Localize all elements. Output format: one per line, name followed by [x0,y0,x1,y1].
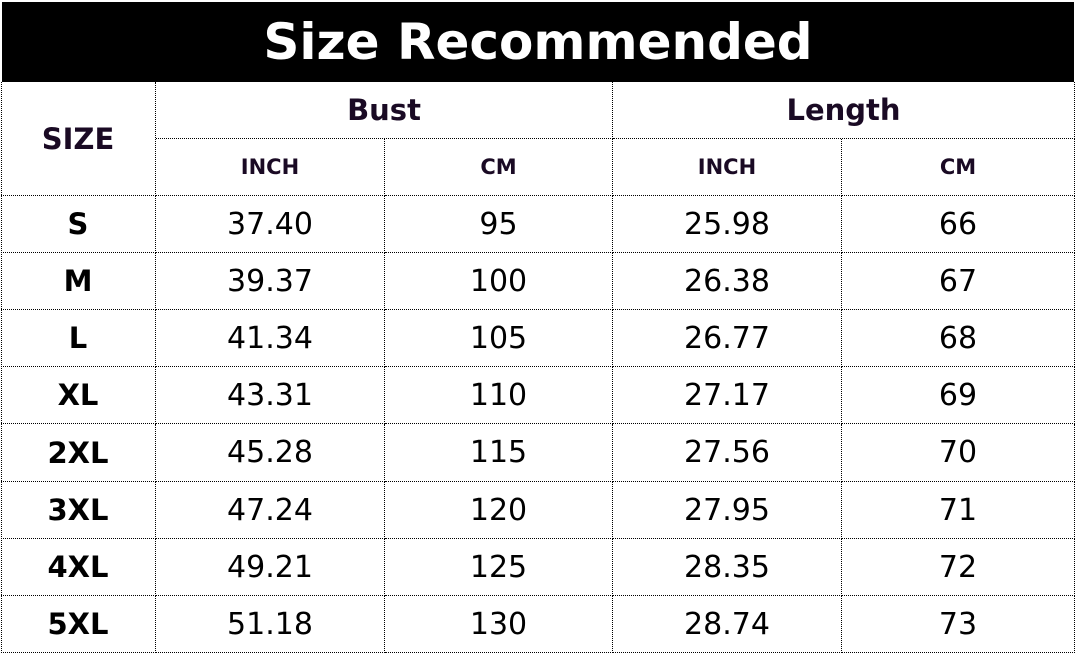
table-cell: 26.38 [613,253,842,310]
unit-header: CM [385,139,613,196]
size-label: 3XL [1,482,156,539]
size-header: SIZE [1,82,156,196]
size-label: 5XL [1,596,156,653]
table-cell: 68 [842,310,1075,367]
table-cell: 105 [385,310,613,367]
table-cell: 26.77 [613,310,842,367]
table-cell: 37.40 [156,196,385,253]
unit-header: CM [842,139,1075,196]
length-header: Length [613,82,1075,139]
table-cell: 28.74 [613,596,842,653]
table-cell: 27.17 [613,367,842,424]
table-cell: 72 [842,539,1075,596]
table-cell: 47.24 [156,482,385,539]
size-label: M [1,253,156,310]
table-cell: 51.18 [156,596,385,653]
table-cell: 27.95 [613,482,842,539]
unit-header: INCH [156,139,385,196]
size-label: 2XL [1,424,156,482]
size-label: 4XL [1,539,156,596]
table-cell: 43.31 [156,367,385,424]
size-label: XL [1,367,156,424]
table-cell: 115 [385,424,613,482]
table-cell: 110 [385,367,613,424]
table-cell: 25.98 [613,196,842,253]
table-cell: 100 [385,253,613,310]
bust-header: Bust [156,82,613,139]
table-cell: 39.37 [156,253,385,310]
table-cell: 67 [842,253,1075,310]
table-cell: 45.28 [156,424,385,482]
table-cell: 27.56 [613,424,842,482]
table-cell: 95 [385,196,613,253]
table-cell: 66 [842,196,1075,253]
table-cell: 120 [385,482,613,539]
table-cell: 130 [385,596,613,653]
table-cell: 49.21 [156,539,385,596]
table-cell: 73 [842,596,1075,653]
unit-header: INCH [613,139,842,196]
table-title: Size Recommended [2,2,1074,82]
size-label: L [1,310,156,367]
table-cell: 41.34 [156,310,385,367]
table-cell: 71 [842,482,1075,539]
table-cell: 28.35 [613,539,842,596]
table-cell: 125 [385,539,613,596]
size-label: S [1,196,156,253]
size-table [1,82,1074,653]
table-cell: 70 [842,424,1075,482]
table-cell: 69 [842,367,1075,424]
